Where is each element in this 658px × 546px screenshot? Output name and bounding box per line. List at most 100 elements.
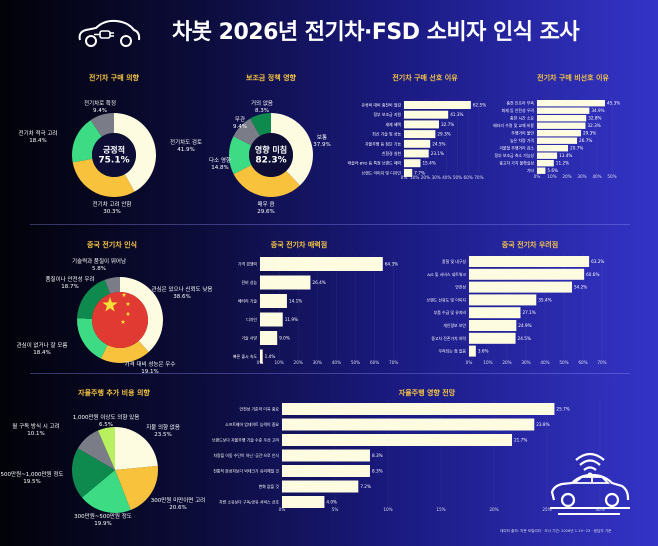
page-title: 차봇 2026년 전기차·FSD 소비자 인식 조사 [172,14,580,46]
ev-car-plug-icon [78,19,141,47]
outlook-value-label: 23.8% [536,422,549,427]
concern-bar [469,281,572,293]
china-perception-slice-label: 품질이나 안전성 우려 18.7% [45,277,95,290]
center-label: 긍정적 [102,145,126,155]
outlook-bar [282,480,359,493]
subsidy-impact-slice-label: 다소 영향 14.8% [209,158,231,171]
outlook-tick-label: 20% [489,507,498,512]
nonprefer-tick-label: 30% [577,174,586,179]
concern-tick-label: 40% [540,360,549,365]
outlook-tick-label: 25% [542,507,551,512]
nonprefer-category-label: 화재 등 안전성 우려 [502,108,535,113]
prefer-chart-title: 전기차 구매 선호 이유 [392,74,458,82]
outlook-tick-label: 0% [279,507,286,512]
prefer-bar [404,120,439,129]
china-perception-slice [100,340,149,364]
attract-bar [260,312,283,327]
concern-bar [469,256,590,267]
fsd-payment-slice [72,448,115,498]
center-value: 75.1% [98,155,130,166]
outlook-value-label: 7.2% [360,484,371,489]
nonprefer-tick-label: 40% [592,174,601,179]
prefer-tick-label: 10% [410,175,419,180]
outlook-category-label: 차량 소유보다 구독/공유 서비스 선호 [219,500,279,505]
purchase-intent-title: 전기차 구매 의향 [89,74,139,82]
brand-logo: 차봇 [172,20,212,45]
donut-hole [249,133,293,177]
nonprefer-category-label: 중고차 가치 불확실성 [499,161,534,166]
prefer-bar [404,159,421,168]
outlook-category-label: 차량을 이동 수단이 아닌 '공간'으로 인식 [213,453,279,458]
nonprefer-bar [537,160,554,167]
subsidy-impact-slice-label: 매우 큼 29.6% [257,202,275,215]
prefer-value-label: 32.7% [441,122,454,127]
subsidy-impact-slice-label: 보통 37.9% [313,135,331,148]
fsd-payment-slice-label: 300만원 미만이면 고려 20.6% [150,498,206,511]
attract-category-label: 기술 사양 [241,336,257,341]
attract-category-label: 디자인 [246,317,257,322]
prefer-category-label: 최신 기술 및 성능 [372,132,401,137]
nonprefer-category-label: 높은 차량 가격 [510,138,534,143]
donut-hole [92,133,136,177]
outlook-value-label: 4.0% [326,500,337,505]
attract-value-label: 9.0% [279,336,290,341]
header: 차봇 2026년 전기차·FSD 소비자 인식 조사 [0,0,658,58]
nonprefer-value-label: 5.6% [547,168,558,173]
subsidy-impact-slice-label: 거의 없음 8.3% [251,101,273,114]
china-perception-slice [120,277,163,353]
prefer-tick-label: 20% [421,175,430,180]
prefer-value-label: 23.1% [431,151,444,156]
concern-category-label: A/S 및 서비스 네트워크 [427,272,466,277]
attract-category-label: 배터리 기술 [238,299,258,304]
concern-value-label: 63.2% [591,259,604,264]
fsd-payment-slice [97,427,115,470]
concern-bar [469,332,516,344]
nonprefer-bar [537,100,605,107]
purchase-intent-slice [72,158,135,198]
outlook-bar [282,403,555,415]
attract-value-label: 26.4% [312,280,325,285]
outlook-category-label: 브랜드보다 자율주행 기술 수준 우선 고려 [212,438,279,443]
flag-small-star-icon [120,319,126,325]
attract-chart-title: 중국 전기차 매력점 [270,241,328,249]
attract-bar [260,331,278,345]
concern-value-label: 54.2% [574,285,587,290]
prefer-category-label: 테슬라·BYD 등 특정 브랜드 매력 [348,161,402,166]
concern-category-label: 안전성 [455,285,466,290]
concern-value-label: 35.4% [538,297,551,302]
attract-value-label: 1.4% [265,354,276,359]
subsidy-impact-center: 영향 미침 82.3% [255,145,287,166]
purchase-intent-slice [90,113,114,137]
attract-tick-label: 30% [313,360,322,365]
concern-bar [469,307,521,319]
outlook-value-label: 8.3% [372,453,383,458]
outlook-tick-label: 10% [383,507,392,512]
attract-tick-label: 20% [294,360,303,365]
subsidy-impact-slice [233,118,261,146]
prefer-category-label: 브랜드 이미지 및 디자인 [361,170,401,175]
outlook-chart-title: 자율주행 영향 전망 [398,389,456,397]
prefer-tick-label: 60% [464,175,473,180]
nonprefer-bar [537,122,586,129]
china-perception-slice-label: 기술력과 품질이 뛰어남 5.8% [71,259,127,272]
prefer-value-label: 29.3% [437,132,450,137]
prefer-tick-label: 30% [431,175,440,180]
fsd-payment-slice [77,430,115,470]
prefer-bar [404,110,449,119]
outlook-tick-label: 5% [332,507,339,512]
attract-bar [260,257,383,271]
outlook-category-label: 안전성 기준이 더욱 중요 [239,407,279,412]
purchase-intent-slice-label: 전기차 고려 안함 30.3% [92,202,132,215]
prefer-bar [404,149,429,158]
attract-bar [260,275,311,290]
china-perception-slice-label: 관심은 있으나 신뢰도 낮음 38.6% [151,287,213,300]
concern-bar [469,345,476,357]
outlook-category-label: 소프트웨어 업데이트 능력이 중요 [225,422,279,427]
subsidy-impact-slice-label: 무관 9.4% [233,117,247,130]
nonprefer-value-label: 45.3% [607,101,620,106]
prefer-bar [404,130,436,139]
nonprefer-tick-label: 10% [547,174,556,179]
prefer-category-label: 친환경 실천 [382,151,402,156]
nonprefer-category-label: 기타 [527,168,535,173]
